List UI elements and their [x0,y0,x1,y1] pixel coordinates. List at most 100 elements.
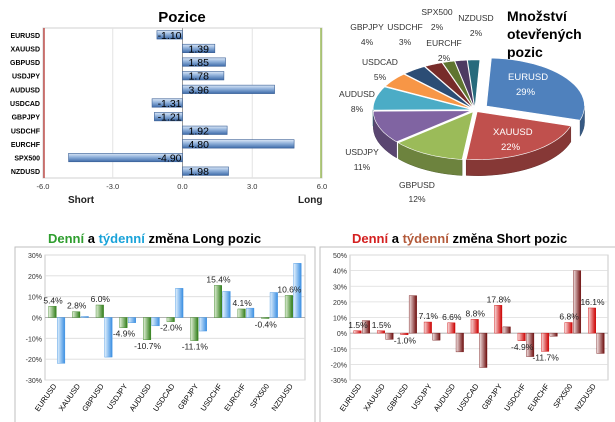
long_changes-y-tick-label: -30% [26,378,42,385]
positions-bar [182,139,295,149]
long_changes-bar-weekly [175,288,184,318]
pie-slice-label: USDCAD [362,57,398,67]
positions-category-label: USDCHF [11,128,41,135]
pie-title-line-1: Množství [507,8,568,24]
long_changes-bar-weekly [151,317,160,327]
positions-value-label: 3.96 [189,84,210,96]
positions-x-tick-label: -6.0 [37,182,50,191]
long_changes-y-tick-label: -20% [26,357,42,364]
long_changes-data-label: 4.1% [232,298,252,308]
short_changes-y-tick-label: 20% [333,300,347,307]
short-title-sep: a [388,231,402,246]
short_changes-bar-weekly [362,320,370,334]
positions-chart: Pozice -6.0 -3.0 0.0 3.0 6.0 EURUSD -1.10 XAUUS… [10,9,327,206]
positions-bar [154,112,183,122]
positions-category-label: SPX500 [14,156,40,163]
long_changes-bar-daily [119,317,128,328]
positions-category-label: USDCAD [10,101,40,108]
long-changes-plot-area: 30%20%10%0%-10%-20%-30%5.4%EURUSD2.8%XAU… [14,246,316,422]
short-title-rest: změna Short pozic [449,231,567,246]
pie-slice-value: 2% [431,22,444,32]
positions-bar [68,153,183,163]
short_changes-data-label: 17.8% [487,294,512,304]
long_changes-data-label: 2.8% [67,301,87,311]
pie-slice-value: 11% [354,162,371,172]
long_changes-bar-weekly [246,307,255,318]
short_changes-bar-daily [541,332,550,352]
short_changes-data-label: 1.5% [372,320,392,330]
long_changes-data-label: -10.7% [134,341,161,351]
positions-value-label: -4.90 [158,153,182,165]
short_changes-bar-daily [423,321,432,334]
short-changes-title: Denní a týdenní změna Short pozic [352,231,567,246]
long_changes-data-label: 15.4% [206,274,231,284]
short_changes-data-label: 7.1% [419,311,439,321]
long_changes-bar-daily [237,308,246,318]
long-changes-title: Denní a týdenní změna Long pozic [48,231,261,246]
long_changes-data-label: -4.9% [113,329,136,339]
positions-x-tick-label: 3.0 [247,182,257,191]
pie-slice-value: 3% [399,37,412,47]
positions-value-label: -1.21 [158,112,182,124]
positions-category-label: GBPJPY [12,115,41,122]
short_changes-bar-weekly [502,326,511,334]
positions-title: Pozice [158,9,206,26]
pie-slice-label: EURUSD [508,72,548,83]
pie-slice-eurusd [486,57,585,121]
long_changes-bar-daily [166,317,175,322]
long-label: Long [298,195,322,206]
short_changes-bar-weekly [596,332,605,354]
short_changes-data-label: 6.8% [559,312,579,322]
short_changes-bar-daily [470,319,479,334]
long_changes-data-label: -0.4% [255,319,278,329]
positions-value-label: 1.85 [189,57,210,69]
long_changes-bar-daily [284,295,293,318]
short_changes-bar-daily [400,332,409,335]
pie-slice-gbpusd [397,111,474,160]
long_changes-bar-daily [190,317,199,341]
positions-value-label: -1.10 [158,30,182,42]
long_changes-bar-daily [48,306,57,318]
positions-x-tick-label: -3.0 [106,182,119,191]
short_changes-bar-daily [447,322,456,334]
pie-slice-label: GBPUSD [399,180,435,190]
pie-title-line-2: otevřených [507,26,582,42]
short_changes-y-tick-label: 30% [333,284,347,291]
short-changes-chart: Denní a týdenní změna Short pozic 50% 40%… [319,231,615,422]
pie-slice-value: 4% [361,37,374,47]
pie-slice-eurchf [441,60,475,109]
pie-slice-label: USDJPY [345,147,379,157]
pie-slice-label: AUDUSD [339,89,375,99]
long_changes-data-label: -11.1% [182,342,209,352]
positions-bar [182,166,229,176]
positions-category-label: USDJPY [12,74,40,81]
short-title-word1: Denní [352,231,389,246]
positions-value-label: 4.80 [189,139,210,151]
positions-x-tick-label: 0.0 [177,182,187,191]
long_changes-bar-weekly [104,317,113,358]
long_changes-y-tick-label: 20% [28,274,42,281]
pie-slice-value: 12% [408,194,425,204]
short_changes-bar-weekly [479,332,488,368]
positions-category-label: AUDUSD [10,87,40,94]
long_changes-data-label: 5.4% [43,295,63,305]
positions-bar [182,43,216,53]
pie-slice-value: 2% [438,53,451,63]
positions-plot-area: -6.0 -3.0 0.0 3.0 6.0 EURUSD -1.10 XAUUSD 1.39 GB… [10,27,327,191]
pie-slice-nzdusd [467,59,481,109]
pie-slice-value: 5% [374,72,387,82]
short_changes-bar-daily [588,307,596,334]
short_changes-y-tick-label: -20% [331,362,347,369]
positions-value-label: 1.92 [189,125,210,137]
short_changes-bar-daily [376,330,385,334]
long_changes-bar-weekly [128,317,136,323]
pie-slice-value: 2% [470,28,483,38]
short_changes-bar-daily [494,305,503,334]
short_changes-y-tick-label: 10% [333,316,347,323]
short_changes-bar-daily [353,330,362,334]
pie-slice-value: 29% [516,87,536,98]
positions-bar [151,98,183,108]
short_changes-bar-daily [564,322,573,334]
short_changes-bar-weekly [549,332,558,337]
